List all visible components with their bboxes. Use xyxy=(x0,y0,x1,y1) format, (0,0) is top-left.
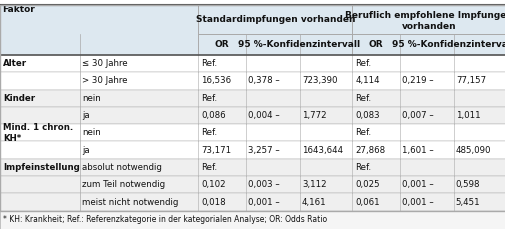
Text: ≤ 30 Jahre: ≤ 30 Jahre xyxy=(82,59,127,68)
Text: meist nicht notwendig: meist nicht notwendig xyxy=(82,198,178,207)
Text: 95 %-Konfidenzintervall: 95 %-Konfidenzintervall xyxy=(237,40,359,49)
Text: 77,157: 77,157 xyxy=(455,76,485,85)
Text: Ref.: Ref. xyxy=(355,94,371,103)
Text: 3,257 –: 3,257 – xyxy=(247,146,279,155)
Text: Faktor: Faktor xyxy=(3,5,35,14)
Bar xyxy=(0,142,505,159)
Text: 16,536: 16,536 xyxy=(201,76,231,85)
Text: Ref.: Ref. xyxy=(201,128,217,137)
Text: 1,601 –: 1,601 – xyxy=(401,146,432,155)
Bar xyxy=(0,55,505,72)
Text: 4,161: 4,161 xyxy=(301,198,326,207)
Text: Mind. 1 chron.
KH*: Mind. 1 chron. KH* xyxy=(3,123,73,142)
Bar xyxy=(0,176,505,193)
Text: nein: nein xyxy=(82,94,100,103)
Text: > 30 Jahre: > 30 Jahre xyxy=(82,76,127,85)
Bar xyxy=(0,193,505,211)
Text: 0,007 –: 0,007 – xyxy=(401,111,432,120)
Text: * KH: Krankheit; Ref.: Referenzkategorie in der kategorialen Analyse; OR: Odds R: * KH: Krankheit; Ref.: Referenzkategorie… xyxy=(3,215,326,224)
Text: 1,011: 1,011 xyxy=(455,111,480,120)
Text: Alter: Alter xyxy=(3,59,27,68)
Text: Ref.: Ref. xyxy=(201,59,217,68)
Bar xyxy=(0,107,505,124)
Text: 1643,644: 1643,644 xyxy=(301,146,342,155)
Text: 0,102: 0,102 xyxy=(201,180,226,189)
Text: Standardimpfungen vorhanden: Standardimpfungen vorhanden xyxy=(195,15,355,24)
Bar xyxy=(0,34,198,55)
Text: 73,171: 73,171 xyxy=(201,146,231,155)
Text: 0,001 –: 0,001 – xyxy=(247,198,279,207)
Text: OR: OR xyxy=(214,40,229,49)
Text: Ref.: Ref. xyxy=(201,163,217,172)
Text: OR: OR xyxy=(368,40,382,49)
Text: Kinder: Kinder xyxy=(3,94,35,103)
Bar xyxy=(0,159,505,176)
Text: Impfeinstellung: Impfeinstellung xyxy=(3,163,80,172)
Text: zum Teil notwendig: zum Teil notwendig xyxy=(82,180,165,189)
Text: 0,004 –: 0,004 – xyxy=(247,111,279,120)
Text: 0,025: 0,025 xyxy=(355,180,379,189)
Bar xyxy=(0,5,198,55)
Bar xyxy=(0,72,505,90)
Text: nein: nein xyxy=(82,128,100,137)
Text: 4,114: 4,114 xyxy=(355,76,379,85)
Text: Ref.: Ref. xyxy=(355,128,371,137)
Bar xyxy=(0,90,505,107)
Text: 0,219 –: 0,219 – xyxy=(401,76,432,85)
Text: ja: ja xyxy=(82,111,89,120)
Text: 485,090: 485,090 xyxy=(455,146,490,155)
Text: 0,083: 0,083 xyxy=(355,111,379,120)
Text: 95 %-Konfidenzintervall: 95 %-Konfidenzintervall xyxy=(391,40,505,49)
Bar xyxy=(0,34,505,55)
Text: Ref.: Ref. xyxy=(355,163,371,172)
Text: 1,772: 1,772 xyxy=(301,111,326,120)
Text: 0,378 –: 0,378 – xyxy=(247,76,279,85)
Text: 0,003 –: 0,003 – xyxy=(247,180,279,189)
Text: absolut notwendig: absolut notwendig xyxy=(82,163,162,172)
Text: 0,001 –: 0,001 – xyxy=(401,198,432,207)
Text: 3,112: 3,112 xyxy=(301,180,326,189)
Text: 0,018: 0,018 xyxy=(201,198,226,207)
Text: Beruflich empfohlene Impfungen: Beruflich empfohlene Impfungen xyxy=(344,11,505,20)
Bar xyxy=(0,124,505,142)
Text: 0,598: 0,598 xyxy=(455,180,479,189)
Text: 5,451: 5,451 xyxy=(455,198,480,207)
Text: 0,061: 0,061 xyxy=(355,198,379,207)
Text: vorhanden: vorhanden xyxy=(401,22,456,30)
Text: 0,086: 0,086 xyxy=(201,111,226,120)
Text: 27,868: 27,868 xyxy=(355,146,385,155)
Text: 0,001 –: 0,001 – xyxy=(401,180,432,189)
Bar xyxy=(0,5,505,34)
Text: Ref.: Ref. xyxy=(355,59,371,68)
Text: ja: ja xyxy=(82,146,89,155)
Text: Ref.: Ref. xyxy=(201,94,217,103)
Bar xyxy=(0,211,505,229)
Text: 723,390: 723,390 xyxy=(301,76,337,85)
